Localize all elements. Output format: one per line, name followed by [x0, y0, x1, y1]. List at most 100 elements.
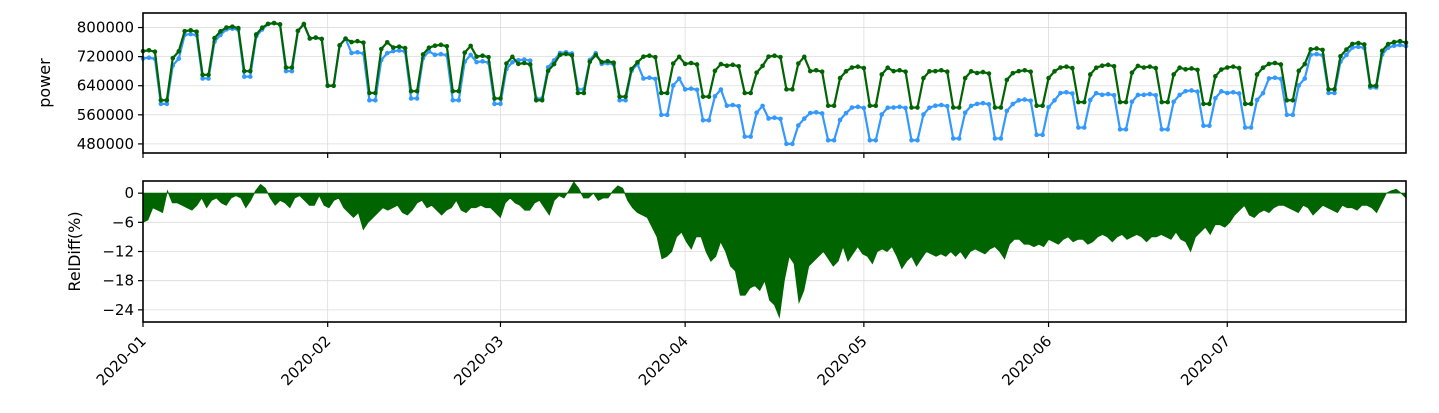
- actual-series-point: [647, 75, 652, 81]
- baseline-series-point: [831, 103, 837, 109]
- actual-series-point: [289, 68, 295, 74]
- actual-series-point: [796, 123, 801, 128]
- baseline-series-point: [1195, 67, 1200, 73]
- baseline-series-point: [944, 69, 950, 75]
- actual-series-point: [956, 136, 962, 141]
- actual-series-point: [1099, 92, 1105, 98]
- baseline-series-point: [1129, 70, 1135, 75]
- baseline-series-point: [629, 66, 634, 72]
- baseline-series-point: [1034, 103, 1039, 109]
- baseline-series-point: [379, 46, 384, 52]
- baseline-series-point: [915, 105, 920, 110]
- baseline-series-point: [676, 54, 682, 60]
- baseline-series-point: [968, 69, 974, 74]
- baseline-series-point: [897, 67, 902, 73]
- baseline-series-point: [653, 54, 658, 60]
- baseline-series-point: [1266, 61, 1272, 67]
- actual-series-point: [1111, 92, 1117, 98]
- actual-series-point: [1266, 76, 1272, 81]
- x-tick-label: 2020-01: [93, 332, 150, 389]
- baseline-series-point: [271, 20, 277, 26]
- actual-series-point: [1093, 90, 1099, 96]
- baseline-series-point: [527, 62, 533, 67]
- baseline-series-point: [1219, 67, 1224, 72]
- power-y-ticks: 480000 560000 640000 720000 800000: [77, 19, 143, 153]
- reldiff-y-tick-label: −24: [102, 301, 134, 319]
- baseline-series-point: [212, 35, 217, 41]
- baseline-series-point: [295, 28, 301, 34]
- baseline-series-point: [1040, 103, 1045, 109]
- reldiff-y-tick-label: −12: [102, 243, 134, 261]
- baseline-series-point: [682, 61, 688, 67]
- baseline-series-point: [194, 29, 199, 35]
- baseline-series-point: [974, 70, 980, 76]
- baseline-series-point: [1099, 63, 1105, 69]
- baseline-series-point: [557, 52, 563, 58]
- actual-series-point: [1344, 52, 1349, 58]
- baseline-series-point: [1165, 99, 1170, 105]
- baseline-series-point: [748, 90, 753, 96]
- actual-series-point: [682, 87, 688, 92]
- actual-series-point: [1105, 91, 1111, 97]
- actual-series-point: [188, 31, 193, 37]
- baseline-series-point: [933, 68, 938, 74]
- baseline-series-point: [718, 61, 724, 67]
- x-tick-label: 2020-03: [450, 332, 507, 389]
- baseline-series-point: [712, 68, 718, 74]
- baseline-series-point: [1183, 67, 1188, 72]
- baseline-series-point: [539, 97, 545, 103]
- baseline-series-point: [1189, 66, 1194, 71]
- actual-series-point: [1314, 51, 1319, 57]
- baseline-series-point: [462, 50, 468, 55]
- baseline-series-point: [664, 90, 670, 96]
- actual-series-point: [1242, 125, 1248, 130]
- baseline-series-point: [253, 32, 259, 37]
- actual-series-point: [897, 104, 902, 110]
- baseline-series-point: [343, 36, 348, 41]
- baseline-series-point: [1391, 39, 1397, 45]
- baseline-series-point: [510, 54, 515, 60]
- actual-series-point: [1052, 98, 1057, 103]
- actual-series-point: [939, 102, 944, 108]
- x-tick-label: 2020-02: [277, 332, 334, 389]
- baseline-series-point: [319, 36, 325, 42]
- baseline-series-point: [647, 53, 652, 59]
- actual-series-point: [831, 137, 837, 143]
- baseline-series-point: [998, 105, 1004, 110]
- baseline-series-point: [909, 105, 914, 110]
- baseline-series-point: [569, 53, 575, 58]
- baseline-series-point: [1117, 99, 1123, 105]
- baseline-series-point: [992, 105, 998, 110]
- baseline-series-point: [855, 64, 861, 69]
- baseline-series-point: [700, 94, 706, 99]
- baseline-series-point: [438, 42, 444, 48]
- actual-series-point: [653, 76, 658, 82]
- baseline-series-point: [1171, 72, 1176, 77]
- actual-series-point: [1016, 97, 1022, 103]
- baseline-series-point: [218, 29, 223, 34]
- baseline-series-point: [867, 103, 873, 109]
- baseline-series-point: [1290, 97, 1296, 103]
- baseline-series-point: [956, 105, 962, 110]
- baseline-series-point: [813, 67, 819, 73]
- actual-series-point: [1064, 89, 1069, 95]
- actual-series-point: [813, 109, 819, 115]
- actual-series-point: [438, 51, 444, 57]
- power-y-tick-label: 480000: [77, 135, 134, 153]
- actual-series-point: [408, 96, 414, 101]
- baseline-series-point: [176, 49, 182, 54]
- baseline-series-point: [688, 60, 694, 66]
- actual-series-point: [694, 87, 700, 93]
- baseline-series-point: [1373, 83, 1379, 89]
- actual-series-point: [474, 59, 479, 65]
- baseline-series-point: [1278, 62, 1284, 67]
- actual-series-point: [933, 103, 938, 109]
- actual-series-point: [158, 101, 164, 107]
- baseline-series-point: [289, 65, 295, 70]
- actual-series-point: [247, 74, 253, 79]
- baseline-series-point: [1070, 65, 1075, 71]
- actual-series-point: [1302, 76, 1308, 81]
- actual-series-point: [1171, 99, 1176, 105]
- actual-series-point: [1141, 92, 1147, 98]
- baseline-series-point: [659, 90, 664, 96]
